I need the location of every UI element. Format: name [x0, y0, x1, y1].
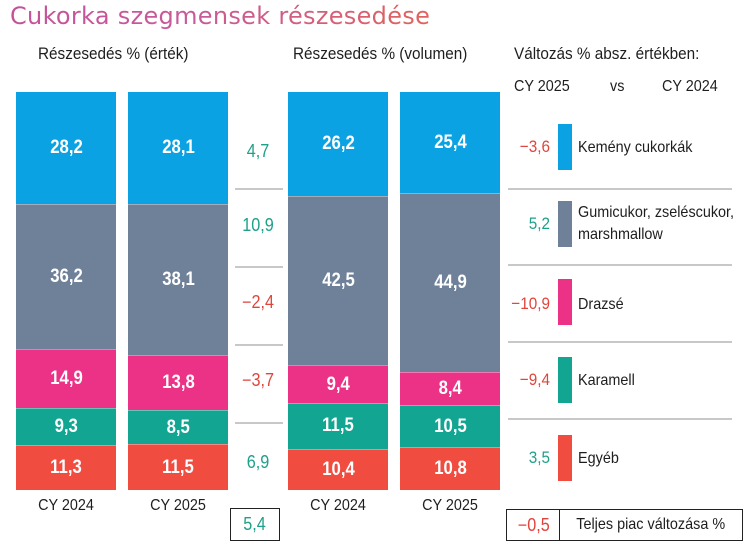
bar-segment-caramel: 9,3	[16, 407, 116, 445]
bar-segment-other: 11,5	[128, 444, 228, 490]
legend-label-dragee: Drazsé	[578, 296, 624, 313]
value-share-header: Részesedés % (érték)	[38, 44, 189, 63]
value-change-caramel: −3,7	[241, 370, 274, 390]
data-label: 11,5	[162, 456, 194, 478]
x-label-value-cy2025: CY 2025	[150, 497, 206, 514]
separator	[508, 341, 732, 343]
bar-segment-hard-candy: 25,4	[400, 92, 500, 194]
abs-change-caramel: −9,4	[519, 370, 550, 389]
data-label: 14,9	[49, 367, 83, 389]
x-label-value-cy2024: CY 2024	[38, 497, 94, 514]
bar-segment-caramel: 11,5	[288, 402, 388, 449]
legend-swatch-hard-candy	[558, 124, 572, 170]
bar-segment-dragee: 14,9	[16, 348, 116, 408]
total-change-label: Teljes piac változása %	[576, 516, 726, 533]
bar-segment-other: 10,8	[400, 447, 500, 490]
data-label: 10,4	[321, 458, 355, 480]
abs-change-other: 3,5	[528, 448, 550, 467]
change-header: Változás % absz. értékben:	[514, 44, 700, 63]
legend-swatch-caramel	[558, 357, 572, 403]
data-label: 38,1	[161, 269, 195, 291]
bar-segment-other: 10,4	[288, 448, 388, 490]
separator	[508, 264, 732, 266]
bar-segment-hard-candy: 28,1	[128, 92, 228, 204]
abs-change-gummy: 5,2	[528, 214, 550, 233]
value-change-hard-candy: 4,7	[246, 141, 270, 161]
bar-segment-dragee: 9,4	[288, 365, 388, 403]
separator	[235, 422, 283, 424]
total-change-label-box: Teljes piac változása %	[559, 509, 743, 541]
separator	[508, 418, 732, 420]
abs-change-hard-candy: −3,6	[519, 137, 550, 156]
value-bar-cy2025: 11,5 8,5 13,8 38,1 28,1	[128, 92, 228, 490]
bar-segment-caramel: 10,5	[400, 405, 500, 447]
legend-swatch-gummy	[558, 201, 572, 247]
data-label: 8,5	[166, 416, 190, 438]
legend-label-gummy: Gumicukor, zseléscukor, marshmallow	[578, 204, 735, 243]
separator	[508, 188, 732, 190]
bar-segment-dragee: 8,4	[400, 371, 500, 406]
data-label: 10,8	[433, 458, 467, 479]
bar-segment-gummy: 36,2	[16, 204, 116, 349]
data-label: 13,8	[161, 372, 195, 394]
volume-bar-cy2024: 10,4 11,5 9,4 42,5 26,2	[288, 92, 388, 490]
abs-change-dragee: −10,9	[511, 294, 550, 313]
bar-segment-hard-candy: 28,2	[16, 92, 116, 205]
separator	[235, 188, 283, 190]
legend-label-caramel: Karamell	[578, 372, 635, 389]
bar-segment-gummy: 42,5	[288, 196, 388, 366]
change-cy2024: CY 2024	[662, 78, 718, 95]
legend-label-hard-candy: Kemény cukorkák	[578, 139, 693, 156]
bar-segment-caramel: 8,5	[128, 410, 228, 445]
x-label-volume-cy2025: CY 2025	[422, 497, 478, 514]
x-label-volume-cy2024: CY 2024	[310, 497, 366, 514]
bar-segment-gummy: 44,9	[400, 193, 500, 372]
data-label: 26,2	[321, 133, 355, 155]
separator	[235, 344, 283, 346]
total-change-value: −0,5	[517, 514, 550, 535]
data-label: 8,4	[438, 377, 462, 399]
data-label: 28,2	[49, 137, 83, 159]
data-label: 10,5	[433, 415, 467, 437]
volume-share-header: Részesedés % (volumen)	[293, 44, 468, 63]
legend-label-other: Egyéb	[578, 450, 619, 467]
data-label: 28,1	[161, 136, 195, 158]
change-cy2025: CY 2025	[514, 78, 570, 95]
data-label: 42,5	[321, 270, 355, 292]
bar-segment-other: 11,3	[16, 444, 116, 490]
data-label: 36,2	[49, 265, 83, 287]
value-bar-cy2024: 11,3 9,3 14,9 36,2 28,2	[16, 92, 116, 490]
bar-segment-hard-candy: 26,2	[288, 92, 388, 197]
data-label: 11,3	[50, 456, 82, 478]
legend-swatch-dragee	[558, 279, 572, 325]
volume-bar-cy2025: 10,8 10,5 8,4 44,9 25,4	[400, 92, 500, 490]
separator	[235, 266, 283, 268]
data-label: 9,4	[326, 373, 350, 395]
value-change-gummy: 10,9	[242, 215, 274, 235]
legend-swatch-other	[558, 435, 572, 481]
data-label: 11,5	[322, 415, 354, 437]
bar-segment-gummy: 38,1	[128, 203, 228, 356]
bar-segment-dragee: 13,8	[128, 355, 228, 411]
value-change-total-box: 5,4	[230, 508, 280, 541]
data-label: 25,4	[433, 131, 467, 153]
value-change-other: 6,9	[246, 452, 270, 472]
value-change-total: 5,4	[243, 514, 267, 534]
data-label: 9,3	[54, 415, 78, 437]
data-label: 44,9	[433, 271, 467, 293]
total-change-value-box: −0,5	[506, 509, 560, 541]
change-vs: vs	[610, 78, 625, 95]
value-change-dragee: −2,4	[241, 292, 274, 312]
chart-title: Cukorka szegmensek részesedése	[10, 2, 431, 30]
